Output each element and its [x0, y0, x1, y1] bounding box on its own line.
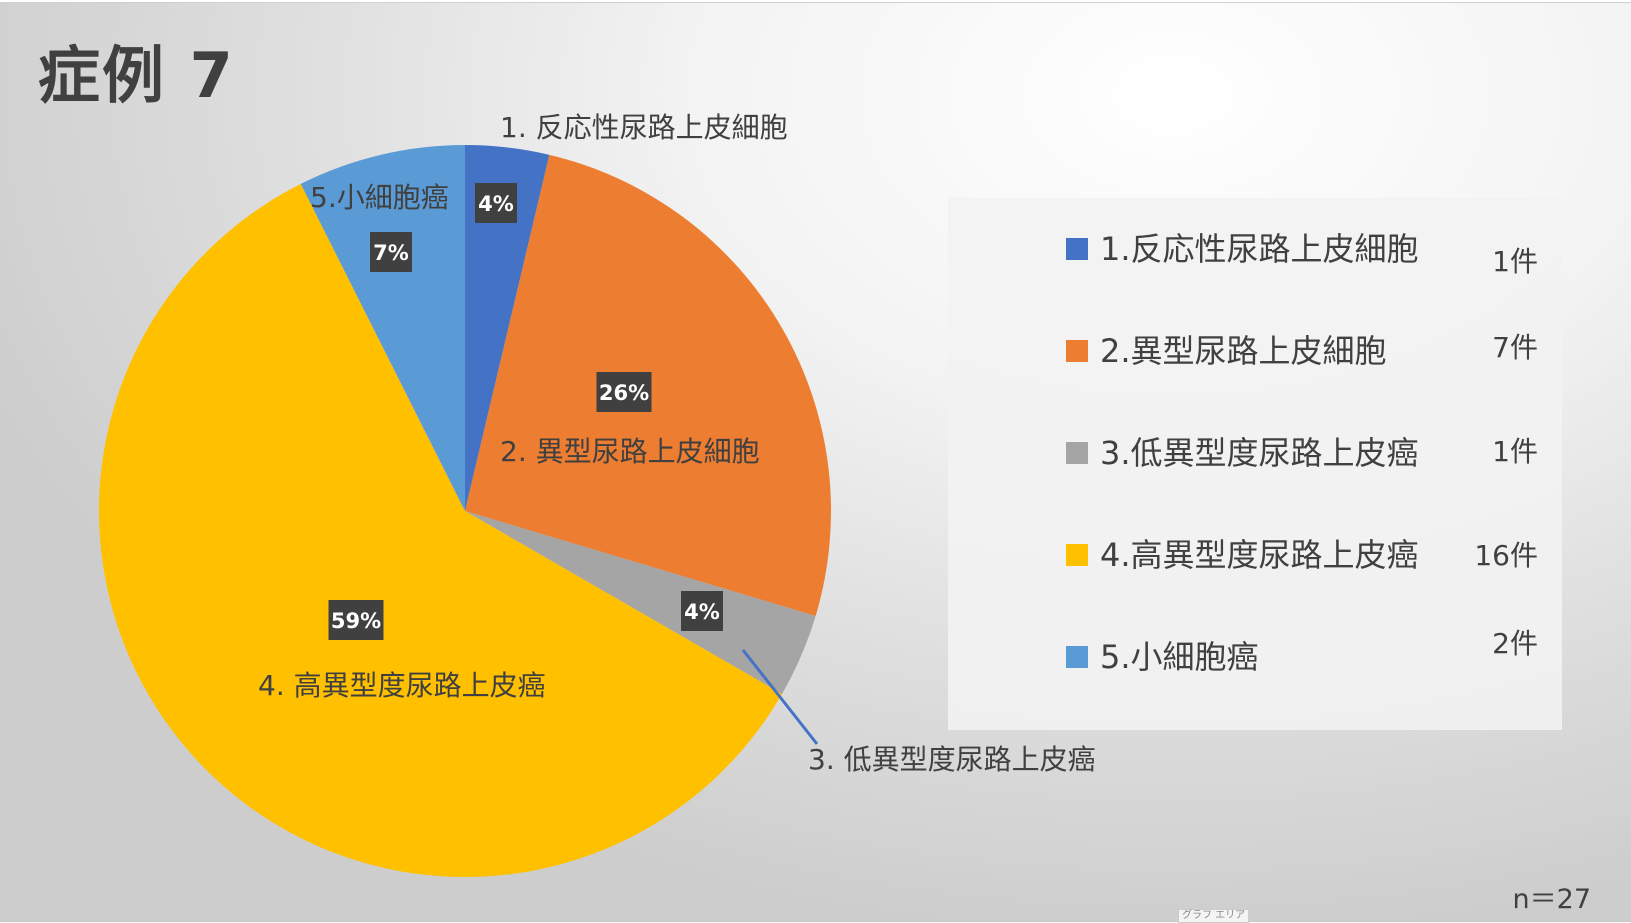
- legend: 1.反応性尿路上皮細胞 1件 2.異型尿路上皮細胞 7件 3.低異型度尿路上皮癌…: [948, 198, 1562, 730]
- legend-count-2: 7件: [1492, 331, 1538, 364]
- pie-category-label-4: 4. 高異型度尿路上皮癌: [258, 669, 546, 702]
- pie-slice-4[interactable]: [98, 183, 782, 878]
- sample-size-label: n＝27: [1512, 884, 1591, 915]
- pie-category-label-3: 3. 低異型度尿路上皮癌: [808, 743, 1096, 776]
- legend-swatch-4: [1066, 544, 1088, 566]
- pie-percent-text-2: 26%: [599, 381, 649, 405]
- pie-percent-label-2: 26%: [596, 372, 652, 412]
- legend-count-5: 2件: [1492, 627, 1538, 660]
- pie-slice-1[interactable]: [465, 145, 550, 511]
- legend-count-3: 1件: [1492, 435, 1538, 468]
- legend-label-2: 2.異型尿路上皮細胞: [1100, 332, 1387, 370]
- pie-category-label-2: 2. 異型尿路上皮細胞: [500, 435, 760, 468]
- legend-swatch-1: [1066, 238, 1088, 260]
- pie-percent-label-5: 7%: [370, 232, 412, 272]
- pie-percent-box-3: [681, 591, 723, 631]
- pie-percent-box-5: [370, 232, 412, 272]
- pie-percent-text-5: 7%: [373, 241, 409, 265]
- pie-category-label-1: 1. 反応性尿路上皮細胞: [500, 111, 788, 144]
- legend-count-1: 1件: [1492, 245, 1538, 278]
- pie-percent-box-4: [328, 600, 384, 640]
- pie-percent-label-4: 59%: [328, 600, 384, 640]
- pie-percent-text-3: 4%: [684, 600, 720, 624]
- pie-percent-box-1: [475, 183, 517, 223]
- pie-category-label-5: 5.小細胞癌: [310, 181, 449, 214]
- pie-chart: 4% 26% 4% 59% 7% 1. 反応性尿路上皮細胞 2. 異型尿路上皮細胞 3. 低…: [98, 111, 1096, 878]
- pie-slice-3[interactable]: [465, 511, 816, 694]
- legend-label-3: 3.低異型度尿路上皮癌: [1100, 434, 1419, 472]
- chart-title: 症例 7: [38, 39, 235, 112]
- leader-line-3: [741, 649, 819, 745]
- legend-label-4: 4.高異型度尿路上皮癌: [1100, 536, 1419, 574]
- legend-count-4: 16件: [1474, 539, 1538, 572]
- pie-percent-label-1: 4%: [475, 183, 517, 223]
- legend-label-5: 5.小細胞癌: [1100, 638, 1259, 676]
- legend-label-1: 1.反応性尿路上皮細胞: [1100, 230, 1419, 268]
- pie-slice-5[interactable]: [300, 145, 465, 511]
- pie-percent-box-2: [596, 372, 652, 412]
- chart-area-tag: グラフ エリア: [1178, 909, 1250, 923]
- pie-percent-text-4: 59%: [331, 609, 381, 633]
- legend-swatch-2: [1066, 340, 1088, 362]
- pie-percent-text-1: 4%: [478, 192, 514, 216]
- legend-swatch-3: [1066, 442, 1088, 464]
- pie-percent-label-3: 4%: [681, 591, 723, 631]
- legend-swatch-5: [1066, 646, 1088, 668]
